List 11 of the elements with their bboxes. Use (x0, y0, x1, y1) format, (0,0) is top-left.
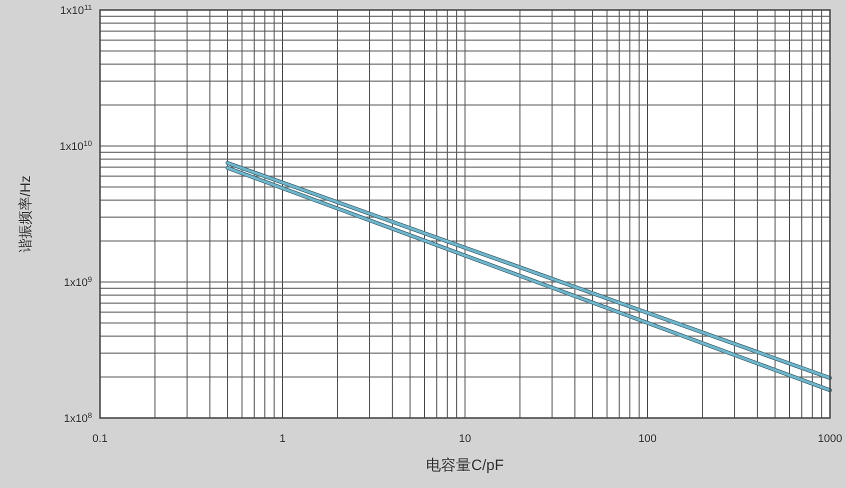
x-tick-label: 1000 (818, 433, 842, 445)
x-axis-title: 电容量C/pF (426, 457, 504, 474)
y-tick-label: 1x10$^{10}$ (60, 138, 92, 153)
x-tick-label: 0.1 (92, 433, 108, 445)
y-tick-label: 1x10$^{11}$ (60, 2, 92, 17)
x-tick-label: 100 (638, 433, 657, 445)
y-tick-label: 1x10$^{8}$ (64, 410, 92, 425)
x-tick-label: 1 (279, 433, 286, 445)
y-axis-title: 谐振频率/Hz (17, 176, 33, 252)
x-tick-label: 10 (458, 433, 472, 445)
y-tick-label: 1x10$^{9}$ (64, 274, 92, 289)
